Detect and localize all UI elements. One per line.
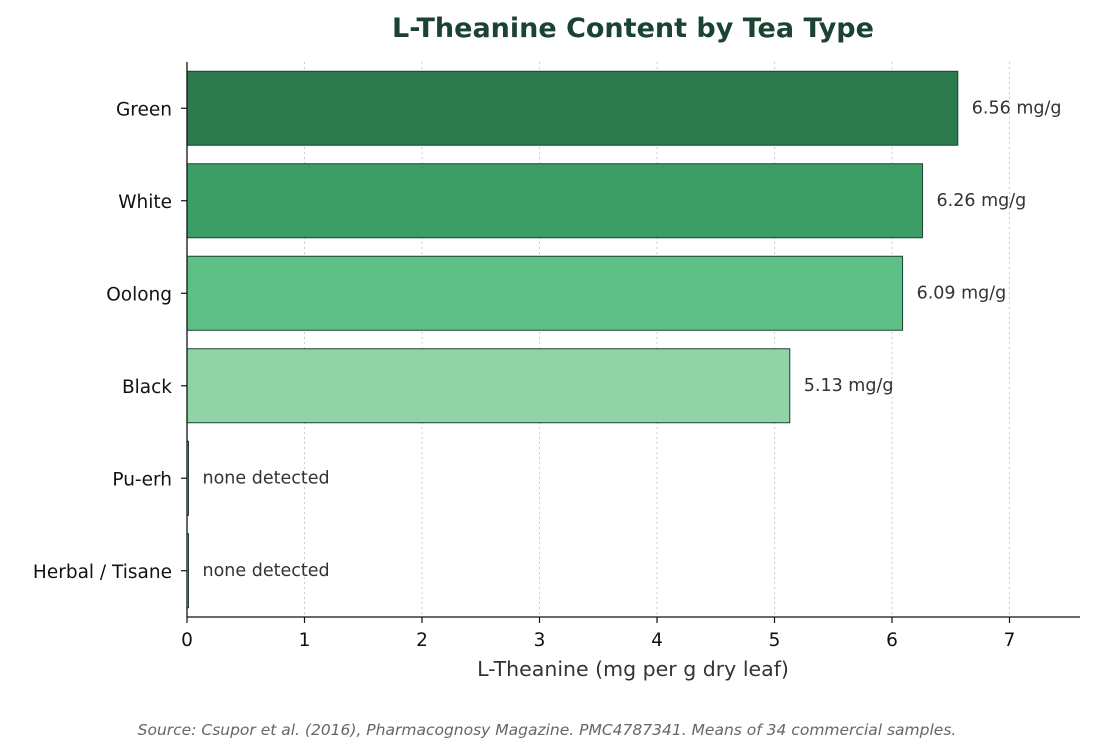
axes	[186, 62, 1080, 618]
value-label: none detected	[203, 561, 330, 581]
category-label: Green	[116, 99, 172, 120]
category-label: Black	[122, 377, 172, 398]
x-tick-label: 5	[769, 630, 781, 651]
x-tick-label: 0	[181, 630, 193, 651]
x-tick-label: 4	[651, 630, 663, 651]
bar-oolong	[186, 255, 904, 331]
category-label: Oolong	[106, 284, 172, 305]
bar-green	[186, 70, 959, 146]
x-axis-label: L-Theanine (mg per g dry leaf)	[477, 657, 789, 681]
value-label: none detected	[203, 468, 330, 488]
x-tick-label: 6	[886, 630, 898, 651]
x-tick-label: 3	[534, 630, 546, 651]
x-tick-label: 7	[1004, 630, 1016, 651]
bar-white	[186, 163, 924, 239]
value-label: 6.09 mg/g	[917, 283, 1007, 303]
category-label: Herbal / Tisane	[33, 562, 172, 583]
chart-title: L-Theanine Content by Tea Type	[392, 13, 874, 44]
ticks: 0 1 2 3 4 5 6 7 Green White Oolong Black Pu-erh Herba…	[33, 99, 1015, 651]
bars: 6.56 mg/g 6.26 mg/g 6.09 mg/g 5.13 mg/g none…	[186, 70, 1062, 609]
value-label: 6.56 mg/g	[972, 98, 1062, 118]
category-label: White	[118, 192, 172, 213]
bar-black	[186, 348, 791, 424]
category-label: Pu-erh	[112, 469, 172, 490]
value-label: 6.26 mg/g	[937, 191, 1027, 211]
x-tick-label: 2	[416, 630, 428, 651]
source-note: Source: Csupor et al. (2016), Pharmacogn…	[138, 721, 957, 739]
x-tick-label: 1	[299, 630, 311, 651]
value-label: 5.13 mg/g	[804, 376, 894, 396]
